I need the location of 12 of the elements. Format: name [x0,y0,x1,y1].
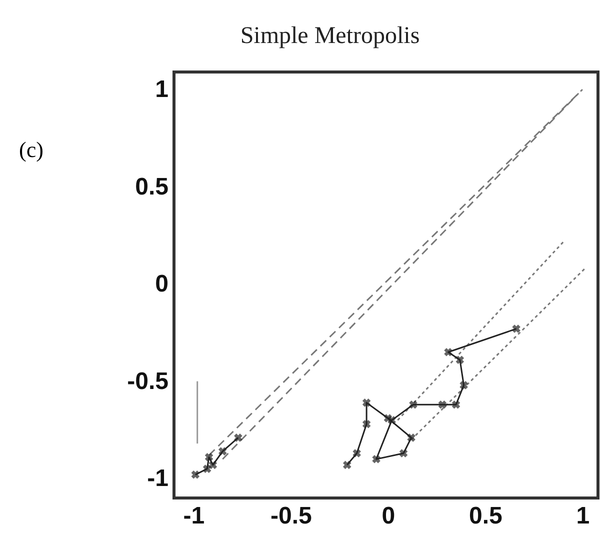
x-tick-label: -0.5 [270,502,312,530]
y-tick-label: 1 [155,76,168,104]
x-tick-label: 1 [576,502,590,530]
y-tick-label: 0.5 [135,173,168,200]
x-tick-label: -1 [183,502,205,530]
chart-title: Simple Metropolis [240,23,420,49]
y-tick-label: -1 [147,465,168,492]
y-tick-label: 0 [155,270,168,298]
y-tick-label: -0.5 [127,368,168,395]
x-tick-label: 0 [382,502,396,530]
x-tick-label: 0.5 [469,502,502,530]
text: (c) [19,137,44,162]
